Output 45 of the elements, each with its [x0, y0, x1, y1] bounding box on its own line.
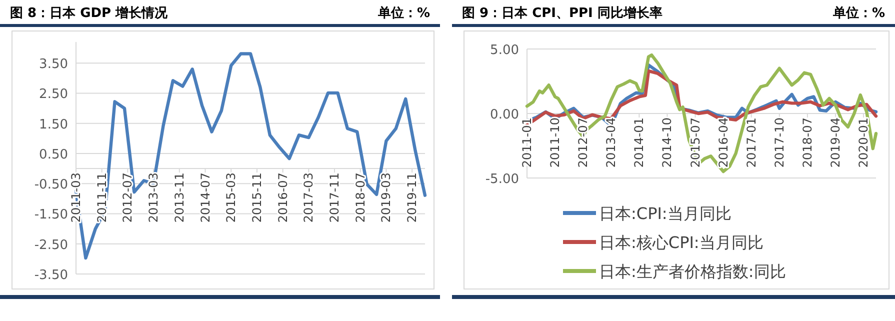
y-tick-label: 0.00: [490, 108, 519, 122]
y-tick-label: 2.50: [39, 87, 68, 102]
y-tick-label: 5.00: [490, 43, 519, 58]
x-tick-label: 2019-03: [379, 172, 394, 223]
x-tick-label: 2017-03: [302, 172, 316, 223]
x-tick-label: 2011-11: [94, 172, 109, 223]
x-tick-label: 2015-11: [250, 172, 264, 223]
x-tick-label: 2016-04: [716, 118, 730, 168]
legend-label: 日本:核心CPI:当月同比: [599, 233, 764, 252]
x-tick-label: 2013-11: [172, 172, 186, 223]
y-tick-label: -5.00: [485, 172, 519, 187]
y-tick-label: -3.50: [34, 268, 68, 283]
y-tick-label: -2.50: [34, 238, 68, 253]
y-tick-label: 3.50: [39, 57, 68, 72]
y-tick-label: 0.50: [39, 147, 68, 162]
y-tick-label: -1.50: [34, 208, 68, 223]
x-tick-label: 2014-01: [632, 118, 646, 168]
x-tick-label: 2015-07: [688, 118, 702, 168]
x-tick-label: 2019-11: [405, 172, 420, 223]
x-tick-label: 2016-07: [276, 172, 290, 223]
x-tick-label: 2018-07: [800, 118, 814, 168]
legend-label: 日本:生产者价格指数:同比: [599, 262, 786, 281]
x-tick-label: 2017-01: [744, 118, 758, 168]
x-tick-label: 2012-07: [576, 118, 590, 168]
chart-subtitle: 单位：%: [832, 5, 885, 21]
legend-label: 日本:CPI:当月同比: [599, 204, 732, 223]
chart-title: 图 9：日本 CPI、PPI 同比增长率: [462, 5, 662, 21]
chart-subtitle: 单位：%: [376, 5, 430, 21]
x-tick-label: 2017-11: [328, 172, 342, 223]
x-tick-label: 2020-01: [856, 118, 871, 168]
x-tick-label: 2012-07: [120, 172, 135, 223]
chart-title: 图 8：日本 GDP 增长情况: [10, 6, 169, 21]
x-tick-label: 2014-10: [660, 118, 674, 168]
x-tick-label: 2017-10: [772, 118, 786, 168]
x-tick-label: 2018-07: [353, 172, 368, 223]
x-tick-label: 2013-03: [146, 172, 161, 223]
x-tick-label: 2011-01: [520, 118, 534, 168]
x-tick-label: 2019-04: [828, 118, 842, 168]
x-tick-label: 2015-03: [224, 172, 238, 223]
y-tick-label: -0.50: [34, 178, 68, 193]
x-tick-label: 2014-07: [198, 172, 212, 223]
x-tick-label: 2011-10: [548, 118, 562, 168]
x-tick-label: 2011-03: [69, 172, 83, 223]
y-tick-label: 1.50: [39, 117, 68, 132]
x-tick-label: 2013-04: [604, 118, 618, 168]
